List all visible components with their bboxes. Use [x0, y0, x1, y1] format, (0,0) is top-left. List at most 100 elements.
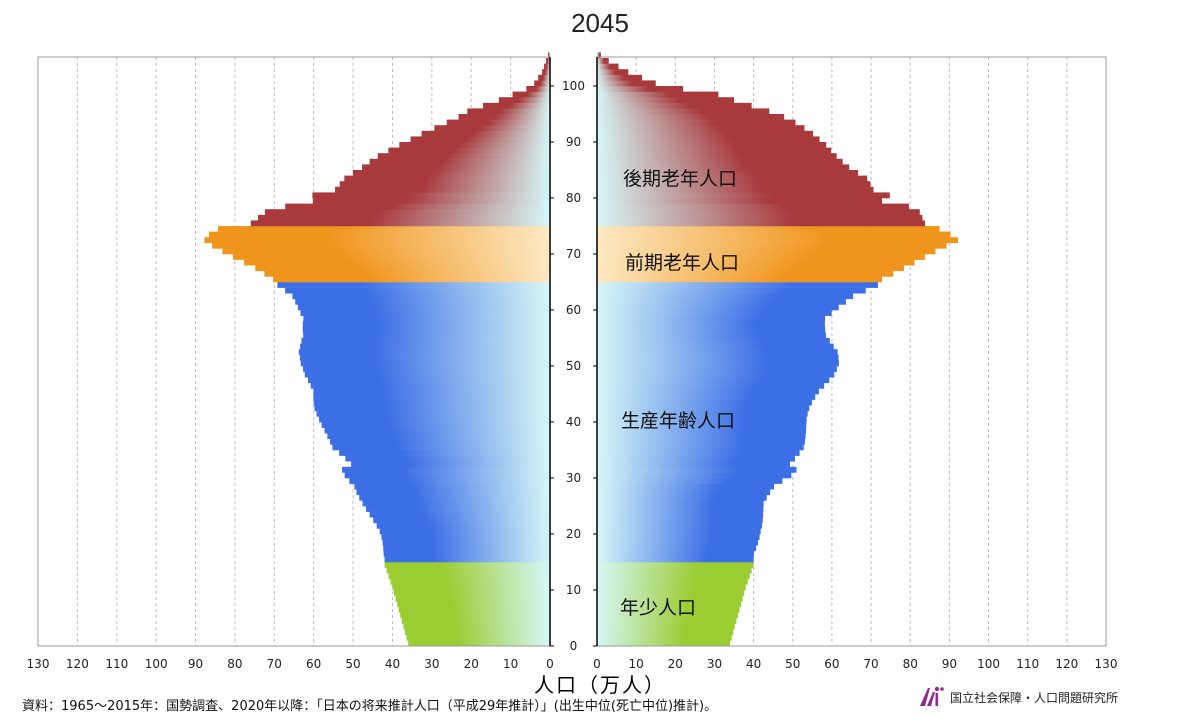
bar-male-age-13 [386, 567, 550, 574]
bar-female-age-85 [597, 164, 850, 171]
bar-male-age-97 [498, 97, 550, 104]
bar-female-age-69 [597, 254, 925, 260]
x-tick-label-male: 0 [546, 657, 554, 671]
bar-male-age-44 [313, 394, 550, 400]
bar-male-age-99 [526, 86, 550, 92]
bar-female-age-51 [597, 354, 839, 361]
x-tick-label-female: 130 [1095, 657, 1118, 671]
bar-male-age-79 [312, 198, 550, 204]
bar-female-age-42 [597, 405, 810, 412]
bar-male-age-62 [292, 293, 550, 300]
x-tick-label-male: 110 [105, 657, 128, 671]
bar-female-age-68 [597, 259, 915, 266]
bar-male-age-45 [313, 388, 550, 395]
bar-female-age-22 [597, 517, 763, 524]
bar-male-age-11 [390, 578, 550, 585]
bar-female-age-86 [597, 158, 843, 165]
bar-male-age-56 [302, 326, 550, 333]
y-tick-label: 50 [566, 359, 581, 373]
bar-female-age-46 [597, 382, 825, 389]
bar-female-age-89 [597, 142, 827, 148]
bar-female-age-70 [597, 248, 936, 255]
bar-female-age-12 [597, 573, 750, 580]
y-tick-label: 80 [566, 191, 581, 205]
bar-male-age-15 [384, 556, 550, 563]
bar-male-age-4 [401, 618, 550, 624]
bar-male-age-34 [339, 450, 550, 456]
bar-male-age-17 [383, 545, 550, 552]
organization-logo-icon [920, 686, 944, 706]
x-tick-label-male: 40 [385, 657, 400, 671]
bar-male-age-91 [421, 130, 550, 137]
bar-male-age-10 [392, 584, 550, 591]
bar-female-age-34 [597, 450, 800, 456]
bar-male-age-3 [403, 623, 550, 630]
x-tick-label-female: 80 [903, 657, 918, 671]
bar-male-age-18 [382, 539, 550, 546]
bar-female-age-0 [597, 640, 731, 647]
bar-male-age-7 [397, 601, 550, 608]
bar-female-age-30 [597, 472, 792, 479]
bar-male-age-39 [321, 422, 550, 428]
bar-male-age-38 [324, 427, 550, 434]
bar-male-age-74 [217, 226, 550, 232]
bar-female-age-78 [597, 203, 909, 210]
x-tick-labels: 130 120 110 100 90 80 70 60 50 40 30 20 10 0 0 10 20 30 40… [27, 657, 1118, 671]
bar-female-age-80 [597, 192, 890, 199]
bar-female-age-40 [597, 416, 807, 423]
bar-female-age-88 [597, 147, 832, 154]
bar-female-age-14 [597, 562, 754, 568]
bar-male-age-86 [369, 158, 550, 165]
bar-female-age-99 [597, 86, 684, 92]
x-tick-label-male: 50 [345, 657, 360, 671]
bar-male-age-53 [300, 343, 550, 350]
plot-frame [37, 56, 1107, 647]
bar-female-age-21 [597, 522, 762, 529]
bar-female-age-58 [597, 315, 826, 322]
bar-male-age-26 [359, 494, 550, 501]
bar-female-age-13 [597, 567, 752, 574]
bar-female-age-92 [597, 125, 805, 132]
bar-female-age-77 [597, 209, 920, 216]
bar-female-age-50 [597, 360, 839, 367]
bar-female-age-64 [597, 282, 879, 288]
bar-female-age-62 [597, 293, 854, 300]
y-tick-label: 90 [566, 135, 581, 149]
bar-male-age-51 [299, 354, 550, 361]
bar-male-age-21 [376, 522, 550, 529]
bar-male-age-49 [303, 366, 550, 372]
bar-male-age-94 [458, 114, 550, 120]
chart-title: 2045 [571, 8, 629, 38]
bar-female-age-84 [597, 170, 859, 176]
bar-female-age-72 [597, 237, 958, 244]
bar-male-age-0 [408, 640, 550, 647]
bar-male-age-83 [344, 175, 550, 182]
x-tick-label-female: 120 [1055, 657, 1078, 671]
bar-male-age-78 [285, 203, 550, 210]
bar-male-age-2 [405, 629, 550, 636]
bar-female-age-41 [597, 410, 808, 417]
bar-male-age-77 [264, 209, 550, 216]
bar-female-age-102 [597, 69, 629, 76]
bar-male-age-9 [394, 590, 550, 596]
y-tick-labels: 0 10 20 30 40 50 60 70 80 90 100 [550, 79, 597, 653]
group-label-1: 生産年齢人口 [621, 410, 735, 432]
bar-male-age-104 [546, 58, 550, 64]
bar-female-age-54 [597, 338, 830, 344]
bar-female-age-79 [597, 198, 883, 204]
bar-male-age-96 [483, 102, 550, 109]
bar-female-age-90 [597, 136, 820, 143]
bar-female-age-31 [597, 466, 797, 473]
bar-male-age-36 [330, 438, 550, 445]
bar-female-age-39 [597, 422, 807, 428]
x-tick-label-female: 100 [977, 657, 1000, 671]
y-tick-label: 100 [562, 79, 585, 93]
x-tick-label-male: 120 [66, 657, 89, 671]
y-tick-label: 70 [566, 247, 581, 261]
bar-female-age-63 [597, 287, 866, 294]
bar-female-age-6 [597, 606, 740, 613]
bar-male-age-48 [304, 371, 550, 378]
bar-female-age-7 [597, 601, 742, 608]
bar-female-age-73 [597, 231, 951, 238]
